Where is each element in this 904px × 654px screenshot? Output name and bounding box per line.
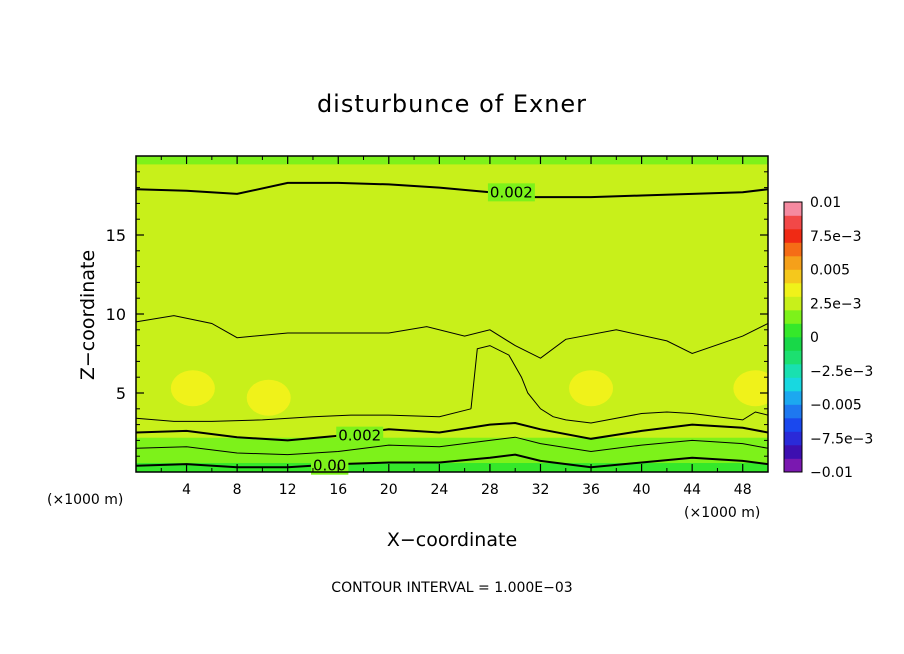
colorbar-swatch [784,431,802,446]
chart-title: disturbunce of Exner [317,90,587,118]
max-blob [733,370,768,407]
y-axis-label: Z−coordinate [77,250,99,380]
y-tick-label: 15 [106,226,126,245]
x-tick-label: 24 [430,482,448,498]
colorbar-swatch [784,256,802,270]
colorbar [783,201,803,473]
colorbar-swatch [784,377,802,392]
x-tick-label: 36 [582,482,600,498]
y-axis: 5 10 15 [106,171,768,457]
contour-interval: CONTOUR INTERVAL = 1.000E−03 [331,580,572,596]
contour-line [136,453,768,469]
y-tick-label: 10 [106,305,126,324]
x-axis: 4 8 12 16 20 24 28 32 36 40 44 48 [160,156,752,498]
colorbar-swatch [784,404,802,419]
colorbar-swatch [784,229,802,243]
colorbar-swatch [784,391,802,405]
contour-line [136,408,472,422]
contour-line [136,315,768,359]
colorbar-swatch [784,283,802,297]
field-band [136,314,768,343]
contour-label: 0.002 [490,183,533,201]
colorbar-swatch [784,364,802,378]
field-band [136,389,768,407]
max-blob [246,379,291,416]
field-band [136,369,768,391]
colorbar-label: −2.5e−3 [810,364,873,380]
max-blobs [170,370,768,416]
colorbar-swatch [784,458,802,473]
colorbar-swatch [784,445,802,459]
field-band [136,342,768,370]
colorbar-swatch [784,310,802,324]
colorbar-label: −7.5e−3 [810,431,873,447]
colorbar-swatch [784,215,802,230]
contour-line [136,436,768,456]
x-tick-label: 28 [481,482,499,498]
x-tick-label: 32 [532,482,550,498]
colorbar-labels: 0.01 7.5e−3 0.005 2.5e−3 0 −2.5e−3 −0.005 −7.5e… [810,195,873,481]
x-tick-label: 40 [633,482,651,498]
x-unit-left: (×1000 m) [47,492,123,508]
x-tick-label: 44 [683,482,701,498]
max-blob [170,370,215,407]
field-band [136,156,768,165]
colorbar-swatch [784,242,802,257]
colorbar-swatch [784,337,802,351]
y-tick-label: 5 [116,384,126,403]
contour-line [136,421,768,442]
contour-line [470,345,768,424]
field-band [136,462,768,472]
colorbar-label: 2.5e−3 [810,296,862,312]
colorbar-label: 0.005 [810,263,850,279]
max-blob [569,370,614,407]
x-axis-label: X−coordinate [387,529,517,551]
field-band [136,453,768,464]
colorbar-label: −0.005 [810,398,862,414]
x-unit-right: (×1000 m) [684,505,760,521]
x-tick-label: 8 [233,482,242,498]
colorbar-swatch [784,350,802,365]
colorbar-swatch [784,323,802,338]
x-tick-label: 4 [182,482,191,498]
colorbar-label: −0.01 [810,465,853,481]
x-tick-label: 20 [380,482,398,498]
field-bands [136,156,768,472]
x-tick-label: 48 [734,482,752,498]
colorbar-swatch [784,269,802,284]
colorbar-label: 7.5e−3 [810,229,862,245]
field-band [136,163,768,260]
x-tick-label: 16 [329,482,347,498]
colorbar-swatch [784,202,802,216]
contour-label: 0.002 [338,427,381,445]
colorbar-swatch [784,418,802,432]
x-tick-label: 12 [279,482,297,498]
colorbar-label: 0 [810,330,819,346]
plot-area [136,156,768,472]
field-band [136,258,768,315]
colorbar-label: 0.01 [810,195,841,211]
colorbar-swatch [784,296,802,311]
